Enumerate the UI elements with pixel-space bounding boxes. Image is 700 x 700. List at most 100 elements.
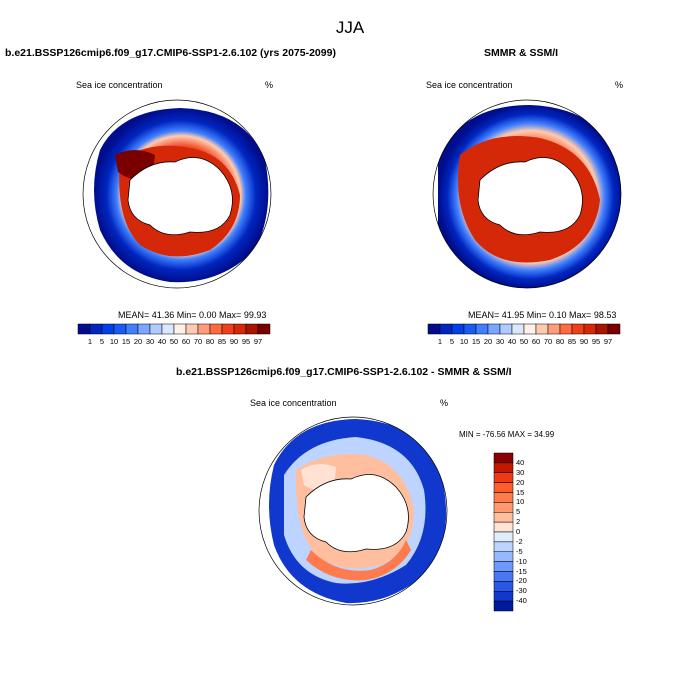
colorbar-swatch — [583, 323, 597, 335]
colorbar-tick-label: 60 — [181, 337, 191, 346]
colorbar-swatch — [493, 571, 514, 582]
colorbar-tick-label: 90 — [229, 337, 239, 346]
colorbar-tick-label: 20 — [483, 337, 493, 346]
colorbar-tick-label: 80 — [555, 337, 565, 346]
colorbar-tick-label: 30 — [516, 467, 525, 477]
colorbar-tick-label: -10 — [516, 556, 527, 566]
colorbar-swatch — [493, 541, 514, 552]
colorbar-swatch — [607, 323, 621, 335]
colorbar-swatch — [149, 323, 163, 335]
colorbar-tick-label: 95 — [591, 337, 601, 346]
colorbar-swatch — [493, 452, 514, 464]
panel-left-title: b.e21.BSSP126cmip6.f09_g17.CMIP6-SSP1-2.… — [5, 47, 336, 59]
panel-diff-map — [258, 416, 448, 606]
panel-right-variable: Sea ice concentration — [426, 80, 513, 90]
main-title: JJA — [335, 18, 365, 37]
colorbar-swatch — [493, 531, 514, 543]
colorbar-tick-label: 90 — [579, 337, 589, 346]
colorbar-tick-label: 85 — [217, 337, 227, 346]
colorbar-tick-label: 40 — [507, 337, 517, 346]
colorbar-swatch — [487, 323, 501, 335]
colorbar-tick-label: 10 — [516, 497, 525, 507]
colorbar-tick-label: 10 — [459, 337, 469, 346]
colorbar-swatch — [493, 600, 514, 612]
panel-left-stats: MEAN= 41.36 Min= 0.00 Max= 99.93 — [118, 310, 267, 320]
colorbar-swatch — [493, 502, 514, 513]
colorbar-swatch — [209, 323, 223, 335]
colorbar-tick-label: 70 — [193, 337, 203, 346]
colorbar-tick-label: -5 — [516, 546, 523, 556]
colorbar-swatch — [571, 323, 585, 335]
colorbar-swatch — [493, 482, 514, 493]
colorbar-tick-label: 20 — [133, 337, 143, 346]
colorbar-swatch — [161, 323, 175, 335]
panel-right-map — [432, 99, 622, 289]
colorbar-tick-label: 85 — [567, 337, 577, 346]
colorbar-tick-label: 50 — [169, 337, 179, 346]
colorbar-tick-label: -15 — [516, 566, 527, 576]
colorbar-tick-label: 97 — [253, 337, 263, 346]
panel-right-colorbar-labels: 1 5 10 15 20 30 40 50 60 70 80 85 90 95 97 — [428, 337, 620, 347]
colorbar-tick-label: -30 — [516, 586, 527, 596]
colorbar-swatch — [221, 323, 235, 335]
colorbar-tick-label: 60 — [531, 337, 541, 346]
colorbar-tick-label: 5 — [516, 507, 521, 517]
colorbar-swatch — [185, 323, 199, 335]
panel-left-variable: Sea ice concentration — [76, 80, 163, 90]
colorbar-swatch — [113, 323, 127, 335]
colorbar-tick-label: 15 — [471, 337, 481, 346]
colorbar-tick-label: 20 — [516, 477, 525, 487]
colorbar-swatch — [89, 323, 103, 335]
colorbar-swatch — [547, 323, 561, 335]
colorbar-tick-label: 40 — [157, 337, 167, 346]
colorbar-swatch — [523, 323, 537, 335]
colorbar-swatch — [233, 323, 247, 335]
colorbar-swatch — [451, 323, 465, 335]
colorbar-swatch — [493, 492, 514, 503]
colorbar-swatch — [493, 472, 514, 483]
colorbar-swatch — [257, 323, 271, 335]
colorbar-swatch — [173, 323, 187, 335]
panel-diff-colorbar — [493, 452, 514, 612]
colorbar-tick-label: 5 — [449, 337, 455, 346]
colorbar-swatch — [475, 323, 489, 335]
colorbar-swatch — [245, 323, 259, 335]
panel-right-colorbar — [427, 323, 621, 335]
colorbar-tick-label: 80 — [205, 337, 215, 346]
colorbar-swatch — [511, 323, 525, 335]
panel-left-colorbar — [77, 323, 271, 335]
panel-right-stats: MEAN= 41.95 Min= 0.10 Max= 98.53 — [468, 310, 617, 320]
colorbar-swatch — [493, 561, 514, 572]
colorbar-tick-label: 15 — [121, 337, 131, 346]
panel-diff-variable: Sea ice concentration — [250, 398, 337, 408]
colorbar-tick-label: 1 — [437, 337, 443, 346]
colorbar-tick-label: 30 — [145, 337, 155, 346]
colorbar-tick-label: 40 — [516, 457, 525, 467]
colorbar-swatch — [559, 323, 573, 335]
colorbar-tick-label: 97 — [603, 337, 613, 346]
panel-diff-title: b.e21.BSSP126cmip6.f09_g17.CMIP6-SSP1-2.… — [176, 366, 512, 378]
colorbar-tick-label: 50 — [519, 337, 529, 346]
colorbar-tick-label: 2 — [516, 517, 521, 527]
colorbar-tick-label: 0 — [516, 527, 521, 536]
panel-diff-unit: % — [440, 398, 449, 408]
colorbar-swatch — [493, 551, 514, 562]
colorbar-swatch — [463, 323, 477, 335]
colorbar-tick-label: 1 — [87, 337, 93, 346]
colorbar-swatch — [493, 581, 514, 592]
colorbar-swatch — [493, 512, 514, 523]
panel-left-unit: % — [265, 80, 274, 90]
panel-diff-stats: MIN = -76.56 MAX = 34.99 — [459, 430, 555, 439]
colorbar-tick-label: 15 — [516, 487, 525, 497]
colorbar-swatch — [439, 323, 453, 335]
colorbar-swatch — [535, 323, 549, 335]
colorbar-swatch — [493, 521, 514, 533]
colorbar-tick-label: -40 — [516, 596, 527, 606]
colorbar-tick-label: 10 — [109, 337, 119, 346]
colorbar-tick-label: 95 — [241, 337, 251, 346]
colorbar-swatch — [197, 323, 211, 335]
colorbar-swatch — [125, 323, 139, 335]
colorbar-tick-label: -20 — [516, 576, 527, 586]
colorbar-swatch — [101, 323, 115, 335]
colorbar-tick-label: 70 — [543, 337, 553, 346]
